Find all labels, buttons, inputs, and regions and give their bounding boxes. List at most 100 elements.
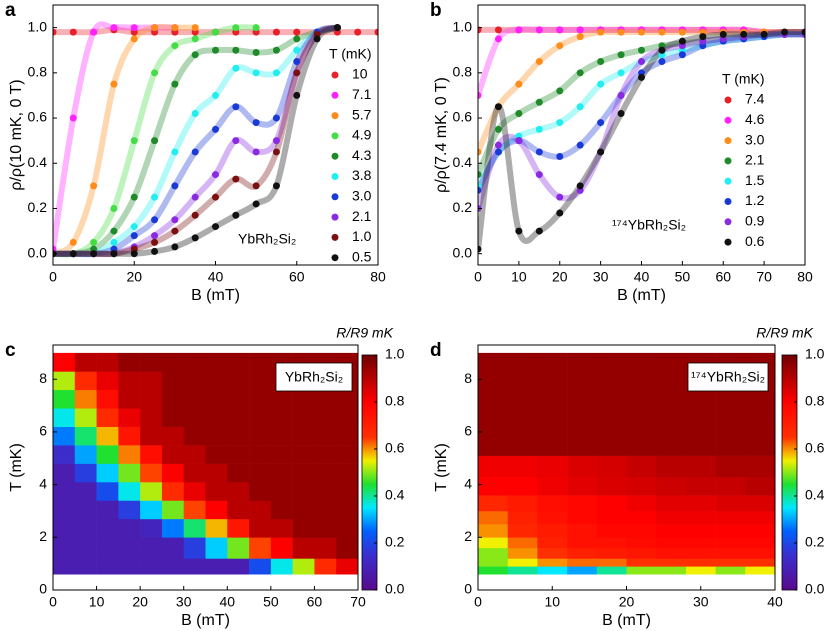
- data-point: [535, 148, 543, 156]
- heatmap-cell: [205, 371, 228, 391]
- heatmap-cell: [626, 537, 657, 549]
- legend-label: 2.1: [745, 152, 765, 168]
- heatmap-cell: [161, 371, 185, 391]
- data-point: [597, 119, 605, 127]
- x-tick-label: 40: [767, 594, 783, 610]
- heatmap-cell: [596, 537, 627, 549]
- heatmap-cell: [249, 463, 272, 483]
- data-point: [638, 46, 645, 54]
- heatmap-cell: [745, 547, 775, 559]
- heatmap-cell: [478, 558, 508, 567]
- heatmap-cell: [96, 445, 119, 464]
- data-point: [494, 26, 502, 34]
- colorbar-tick-label: 0.8: [385, 393, 405, 409]
- heatmap-cell: [314, 537, 337, 559]
- x-tick-label: 80: [370, 269, 386, 285]
- data-point: [293, 58, 301, 66]
- data-point: [151, 216, 159, 224]
- data-point: [556, 193, 564, 201]
- legend-label: 1.2: [745, 192, 765, 208]
- legend-marker: [331, 132, 339, 140]
- heatmap-cell: [656, 547, 687, 559]
- heatmap-cell: [140, 500, 163, 520]
- heatmap-cell: [140, 518, 163, 538]
- heatmap-cell: [626, 558, 657, 567]
- legend-marker: [331, 193, 339, 201]
- legend-marker: [724, 116, 732, 124]
- legend-marker: [331, 112, 339, 120]
- data-point: [293, 69, 301, 77]
- x-axis-label: B (mT): [602, 612, 651, 629]
- heatmap-cell: [227, 389, 250, 409]
- heatmap-cell: [314, 481, 337, 501]
- data-point: [781, 28, 789, 36]
- heatmap-cell: [537, 537, 568, 549]
- heatmap-cell: [656, 510, 687, 525]
- heatmap-cell: [249, 537, 272, 559]
- heatmap-cell: [745, 510, 775, 525]
- heatmap-cell: [537, 524, 568, 538]
- data-point: [478, 148, 482, 156]
- data-point: [232, 46, 240, 54]
- heatmap-cell: [596, 510, 627, 525]
- heatmap-cell: [205, 518, 228, 538]
- heatmap-cell: [227, 481, 250, 501]
- heatmap-cell: [270, 518, 293, 538]
- heatmap-cell: [537, 495, 568, 512]
- heatmap-cell: [74, 445, 97, 464]
- heatmap-cell: [567, 495, 598, 512]
- heatmap-cell: [292, 408, 315, 427]
- heatmap-cell: [656, 455, 687, 478]
- heatmap-cell: [685, 566, 716, 575]
- colorbar-tick-label: 0.8: [805, 393, 825, 409]
- heatmap-cell: [292, 481, 315, 501]
- legend-label: 1.0: [352, 228, 372, 244]
- heatmap-cell: [53, 518, 76, 538]
- heatmap-cell: [249, 352, 272, 372]
- heatmap-cell: [96, 408, 119, 427]
- heatmap-cell: [292, 537, 315, 559]
- heatmap-cell: [140, 426, 163, 446]
- data-point: [760, 30, 768, 38]
- data-point: [69, 250, 77, 258]
- plot-area: [53, 21, 378, 258]
- heatmap-cell: [118, 558, 141, 575]
- heatmap-cell: [656, 537, 687, 549]
- annotation: YbRh₂Si₂: [238, 231, 296, 247]
- heatmap-cell: [249, 481, 272, 501]
- data-point: [110, 80, 118, 88]
- heatmap-cell: [205, 500, 228, 520]
- x-tick-label: 20: [126, 269, 142, 285]
- heatmap-cell: [227, 518, 250, 538]
- data-point: [151, 232, 159, 240]
- data-point: [313, 35, 321, 43]
- heatmap-cell: [183, 558, 206, 575]
- heatmap-cell: [118, 445, 141, 464]
- data-point: [801, 28, 805, 36]
- data-point: [252, 24, 260, 32]
- data-point: [597, 58, 605, 66]
- heatmap-cell: [336, 389, 358, 409]
- heatmap-cell: [507, 476, 538, 496]
- data-point: [53, 28, 57, 36]
- heatmap-cell: [745, 524, 775, 538]
- data-point: [658, 28, 666, 36]
- heatmap-cell: [227, 371, 250, 391]
- heatmap-cell: [336, 518, 358, 538]
- heatmap-cell: [507, 566, 538, 575]
- y-axis-label: T (mK): [433, 443, 450, 492]
- heatmap-cell: [227, 463, 250, 483]
- legend-label: 10: [352, 66, 368, 82]
- colorbar-tick-label: 0.6: [385, 440, 405, 456]
- data-point: [191, 211, 199, 219]
- data-point: [272, 114, 280, 122]
- data-point: [151, 238, 159, 246]
- data-point: [678, 28, 686, 36]
- data-point: [272, 28, 280, 36]
- heatmap-cell: [626, 566, 657, 575]
- heatmap-cell: [227, 445, 250, 464]
- heatmap-cell: [336, 445, 358, 464]
- data-point: [556, 119, 564, 127]
- data-point: [293, 46, 301, 54]
- heatmap-cell: [140, 537, 163, 559]
